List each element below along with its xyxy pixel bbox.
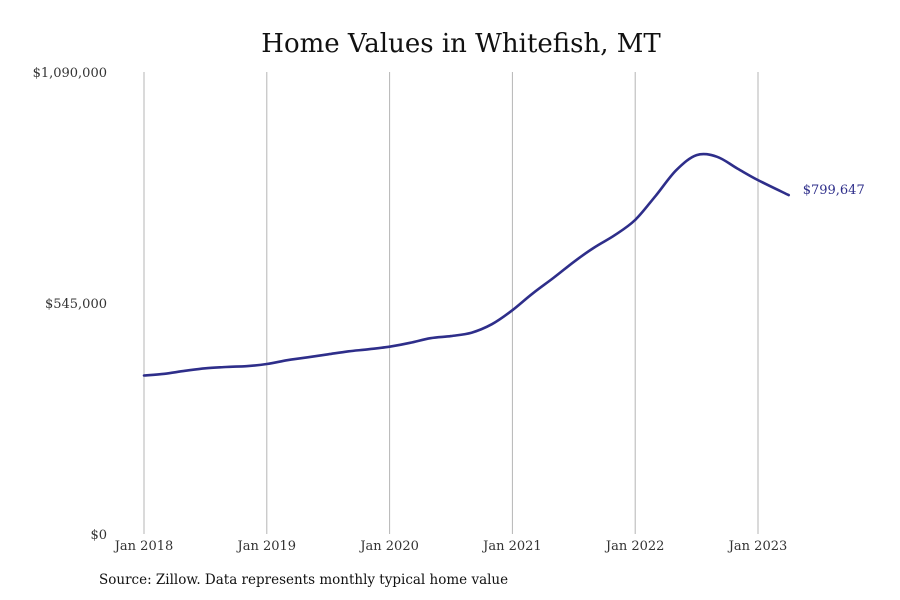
chart-title: Home Values in Whitefish, MT <box>261 29 661 59</box>
y-tick-label: $545,000 <box>45 297 107 312</box>
y-tick-label: $1,090,000 <box>33 66 107 81</box>
x-tick-label: Jan 2023 <box>727 539 788 554</box>
tick-layer: Jan 2018 Jan 2019 Jan 2020 Jan 2021 Jan 2022… <box>33 66 788 554</box>
series-line <box>142 152 790 377</box>
x-tick-label: Jan 2021 <box>481 539 542 554</box>
x-tick-label: Jan 2019 <box>236 539 297 554</box>
grid-layer <box>143 72 759 534</box>
series-layer: $799,647 <box>142 152 865 377</box>
x-tick-label: Jan 2018 <box>113 539 174 554</box>
x-tick-label: Jan 2020 <box>358 539 419 554</box>
x-tick-label: Jan 2022 <box>604 539 665 554</box>
end-value-label: $799,647 <box>803 183 865 198</box>
y-tick-label: $0 <box>90 528 107 543</box>
source-note: Source: Zillow. Data represents monthly … <box>99 572 509 588</box>
